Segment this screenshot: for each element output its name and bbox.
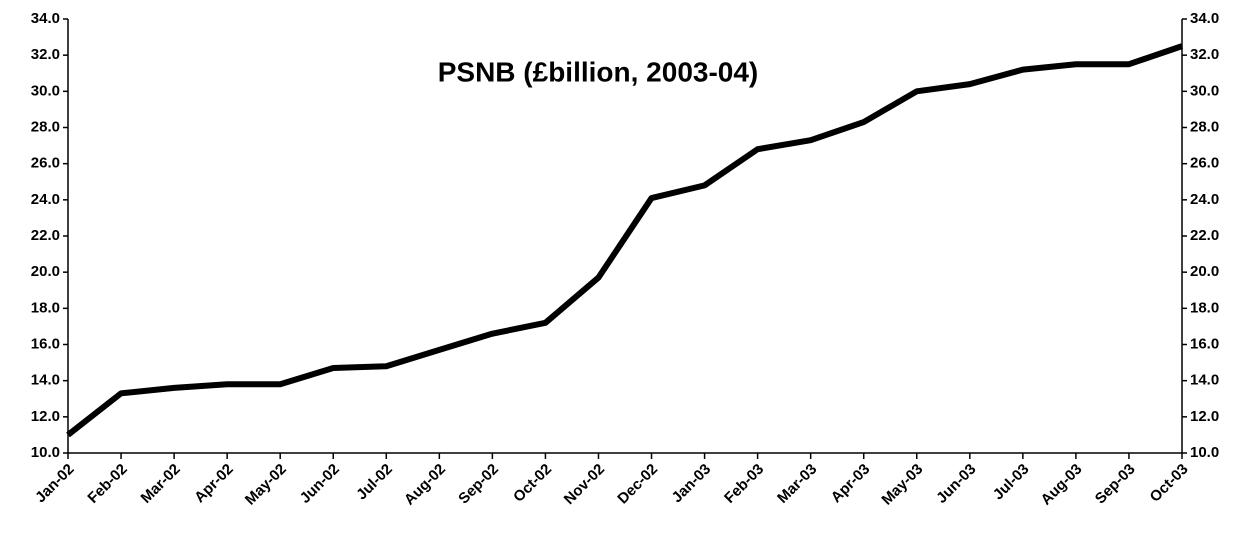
y2-tick-label: 22.0 — [1190, 227, 1219, 244]
x-tick-label: Nov-02 — [561, 461, 608, 508]
y2-tick-label: 20.0 — [1190, 263, 1219, 280]
y-tick-label: 28.0 — [31, 118, 60, 135]
chart-title: PSNB (£billion, 2003-04) — [438, 56, 759, 87]
y2-tick-label: 32.0 — [1190, 46, 1219, 63]
x-tick-label: Aug-03 — [1038, 461, 1086, 509]
y-tick-label: 30.0 — [31, 82, 60, 99]
y2-tick-label: 14.0 — [1190, 372, 1219, 389]
y2-tick-label: 34.0 — [1190, 10, 1219, 27]
x-tick-label: Jun-02 — [297, 461, 343, 507]
y2-tick-label: 28.0 — [1190, 118, 1219, 135]
x-tick-label: Aug-02 — [401, 461, 449, 509]
x-tick-label: Sep-03 — [1092, 461, 1139, 508]
y-tick-label: 24.0 — [31, 191, 60, 208]
y-tick-label: 14.0 — [31, 372, 60, 389]
x-tick-label: May-02 — [242, 461, 290, 509]
x-tick-label: Apr-02 — [191, 461, 237, 507]
x-tick-label: May-03 — [878, 461, 926, 509]
y-tick-label: 34.0 — [31, 10, 60, 27]
data-line — [66, 43, 1183, 438]
x-tick-label: Jul-03 — [990, 461, 1033, 504]
y2-tick-label: 16.0 — [1190, 335, 1219, 352]
y-tick-label: 20.0 — [31, 263, 60, 280]
x-tick-label: Apr-03 — [828, 461, 874, 507]
y2-tick-label: 30.0 — [1190, 82, 1219, 99]
y-tick-label: 22.0 — [31, 227, 60, 244]
y2-tick-label: 26.0 — [1190, 155, 1219, 172]
y2-tick-label: 24.0 — [1190, 191, 1219, 208]
y-tick-label: 18.0 — [31, 299, 60, 316]
x-tick-label: Feb-03 — [721, 461, 767, 507]
x-tick-label: Feb-02 — [84, 461, 130, 507]
y-tick-label: 32.0 — [31, 46, 60, 63]
y-tick-label: 10.0 — [31, 444, 60, 461]
y2-tick-label: 12.0 — [1190, 408, 1219, 425]
x-tick-label: Jan-03 — [669, 461, 715, 507]
x-tick-label: Mar-03 — [774, 461, 820, 507]
x-tick-label: Oct-02 — [510, 461, 555, 506]
y-tick-label: 16.0 — [31, 335, 60, 352]
y2-tick-label: 10.0 — [1190, 444, 1219, 461]
x-tick-label: Mar-02 — [138, 461, 184, 507]
x-tick-label: Jun-03 — [933, 461, 979, 507]
x-tick-label: Jul-02 — [353, 461, 396, 504]
x-tick-label: Sep-02 — [455, 461, 502, 508]
y-tick-label: 26.0 — [31, 155, 60, 172]
x-tick-label: Dec-02 — [614, 461, 661, 508]
x-tick-label: Jan-02 — [32, 461, 78, 507]
y2-tick-label: 18.0 — [1190, 299, 1219, 316]
y-tick-label: 12.0 — [31, 408, 60, 425]
x-tick-label: Oct-03 — [1147, 461, 1192, 506]
